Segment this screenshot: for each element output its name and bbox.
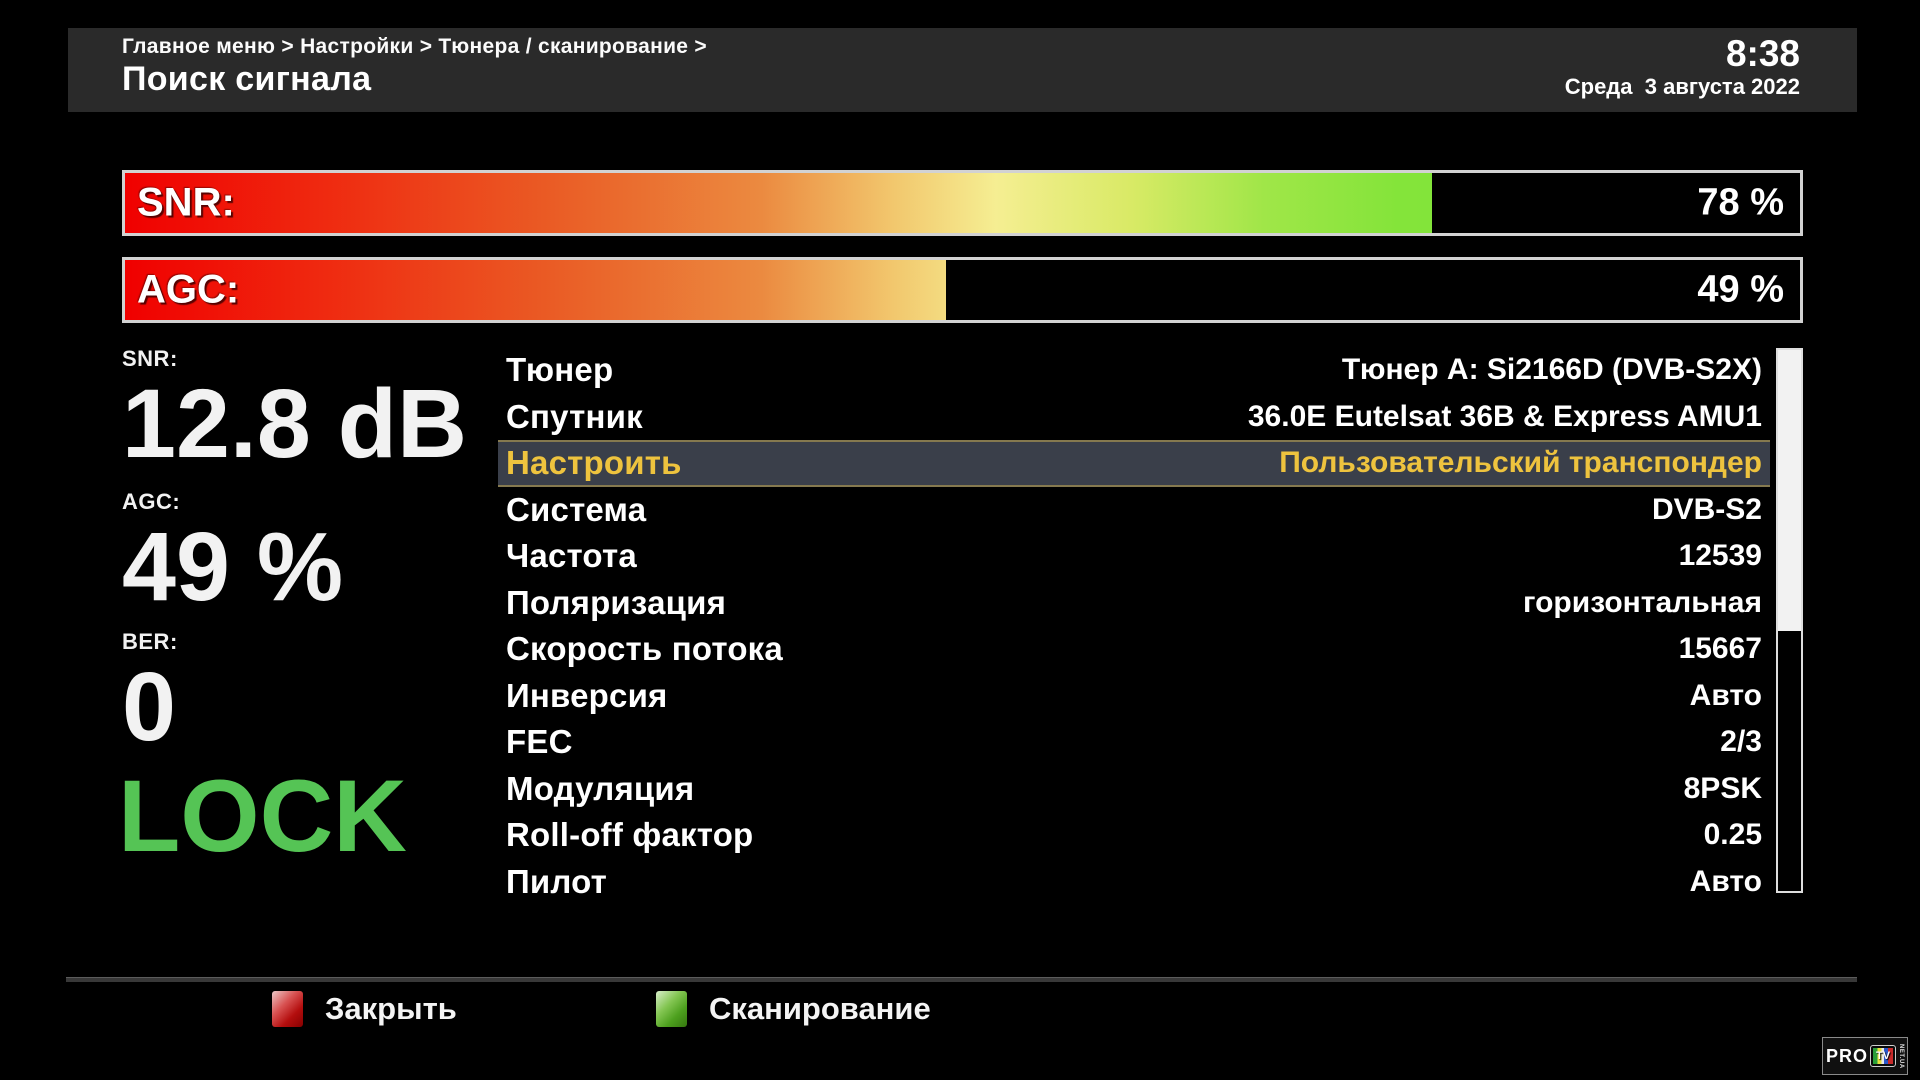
settings-row-label: Спутник [506, 397, 643, 435]
settings-row[interactable]: Инверсия Авто [498, 673, 1770, 720]
snr-stat: SNR: 12.8 dB [122, 346, 468, 478]
snr-bar-remainder [1431, 173, 1800, 233]
settings-row[interactable]: Частота 12539 [498, 533, 1770, 580]
protv-logo-suffix: NET.UA [1898, 1043, 1905, 1069]
settings-row-label: Скорость потока [506, 630, 783, 668]
settings-row[interactable]: Пилот Авто [498, 859, 1770, 906]
red-key-label: Закрыть [325, 991, 457, 1026]
settings-row-value: 2/3 [1720, 725, 1762, 759]
settings-row-value: 0.25 [1703, 818, 1762, 852]
settings-row[interactable]: Настроить Пользовательский транспондер [498, 440, 1770, 487]
tv-icon: TV [1870, 1045, 1897, 1067]
settings-row[interactable]: Система DVB-S2 [498, 487, 1770, 534]
agc-stat-label: AGC: [122, 489, 181, 514]
settings-row-value: 12539 [1678, 539, 1762, 573]
settings-row-value: горизонтальная [1523, 585, 1762, 619]
settings-row-value: Авто [1689, 864, 1762, 898]
clock-time: 8:38 [1725, 33, 1800, 74]
settings-row-label: Частота [506, 537, 637, 575]
snr-bar-label: SNR: [137, 180, 235, 225]
snr-bar-value: 78 % [1697, 181, 1784, 224]
settings-row-value: Авто [1689, 678, 1762, 712]
tv-icon-label: TV [1875, 1050, 1891, 1062]
page-title: Поиск сигнала [122, 60, 372, 98]
ber-stat-label: BER: [122, 629, 178, 654]
settings-row-label: Roll-off фактор [506, 816, 754, 854]
snr-signal-bar: SNR: 78 % [122, 170, 1803, 236]
settings-row-label: Система [506, 490, 647, 528]
protv-logo-text: PRO [1826, 1045, 1869, 1066]
snr-stat-value: 12.8 dB [122, 369, 468, 478]
green-key-button[interactable]: Сканирование [656, 991, 931, 1027]
settings-row-label: Пилот [506, 862, 608, 900]
agc-stat-value: 49 % [122, 512, 344, 621]
settings-row[interactable]: Скорость потока 15667 [498, 626, 1770, 673]
settings-row-label: Модуляция [506, 769, 695, 807]
green-key-label: Сканирование [709, 991, 931, 1026]
settings-row[interactable]: Модуляция 8PSK [498, 766, 1770, 813]
red-key-button[interactable]: Закрыть [272, 991, 457, 1027]
ber-stat: BER: 0 [122, 629, 178, 761]
settings-row[interactable]: Спутник 36.0E Eutelsat 36B & Express AMU1 [498, 394, 1770, 441]
settings-row[interactable]: FEC 2/3 [498, 719, 1770, 766]
breadcrumb: Главное меню > Настройки > Тюнера / скан… [122, 35, 707, 58]
settings-row-value: 8PSK [1683, 771, 1762, 805]
header-bar: Главное меню > Настройки > Тюнера / скан… [68, 28, 1857, 112]
settings-row-label: Поляризация [506, 583, 727, 621]
green-key-icon [656, 991, 687, 1027]
settings-row-value: Пользовательский транспондер [1279, 446, 1762, 480]
settings-row-label: FEC [506, 723, 573, 761]
footer-divider [66, 977, 1857, 982]
agc-bar-label: AGC: [137, 267, 240, 312]
scrollbar-track[interactable] [1776, 348, 1803, 893]
agc-bar-value: 49 % [1697, 268, 1784, 311]
lock-status: LOCK [118, 759, 407, 873]
agc-signal-bar: AGC: 49 % [122, 257, 1803, 323]
settings-row-value: 15667 [1678, 632, 1762, 666]
settings-row[interactable]: Поляризация горизонтальная [498, 580, 1770, 627]
protv-logo: PRO TV NET.UA [1822, 1037, 1909, 1075]
scrollbar-thumb[interactable] [1778, 350, 1801, 632]
settings-list: Тюнер Тюнер A: Si2166D (DVB-S2X) Спутник 36… [498, 347, 1770, 905]
settings-row-value: Тюнер A: Si2166D (DVB-S2X) [1341, 353, 1762, 387]
settings-row[interactable]: Roll-off фактор 0.25 [498, 812, 1770, 859]
snr-stat-label: SNR: [122, 346, 178, 371]
clock-block: 8:38 Среда 3 августа 2022 [1565, 34, 1800, 100]
settings-row[interactable]: Тюнер Тюнер A: Si2166D (DVB-S2X) [498, 347, 1770, 394]
agc-bar-remainder [945, 260, 1800, 320]
settings-row-label: Инверсия [506, 676, 668, 714]
agc-stat: AGC: 49 % [122, 489, 344, 621]
ber-stat-value: 0 [122, 652, 176, 761]
settings-row-value: 36.0E Eutelsat 36B & Express AMU1 [1247, 399, 1762, 433]
settings-row-label: Настроить [506, 444, 682, 482]
red-key-icon [272, 991, 303, 1027]
settings-row-value: DVB-S2 [1651, 492, 1762, 526]
settings-row-label: Тюнер [506, 351, 614, 389]
clock-date: Среда 3 августа 2022 [1564, 74, 1800, 99]
